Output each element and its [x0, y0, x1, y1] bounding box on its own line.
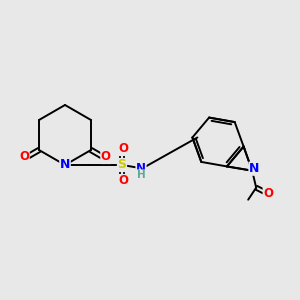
- Text: O: O: [263, 187, 273, 200]
- Text: O: O: [118, 142, 128, 155]
- Text: O: O: [19, 151, 29, 164]
- Text: O: O: [118, 175, 128, 188]
- Text: N: N: [136, 163, 146, 176]
- Text: N: N: [60, 158, 70, 170]
- Text: N: N: [249, 162, 260, 175]
- Text: O: O: [101, 151, 111, 164]
- Text: H: H: [136, 170, 146, 180]
- Text: S: S: [118, 158, 127, 172]
